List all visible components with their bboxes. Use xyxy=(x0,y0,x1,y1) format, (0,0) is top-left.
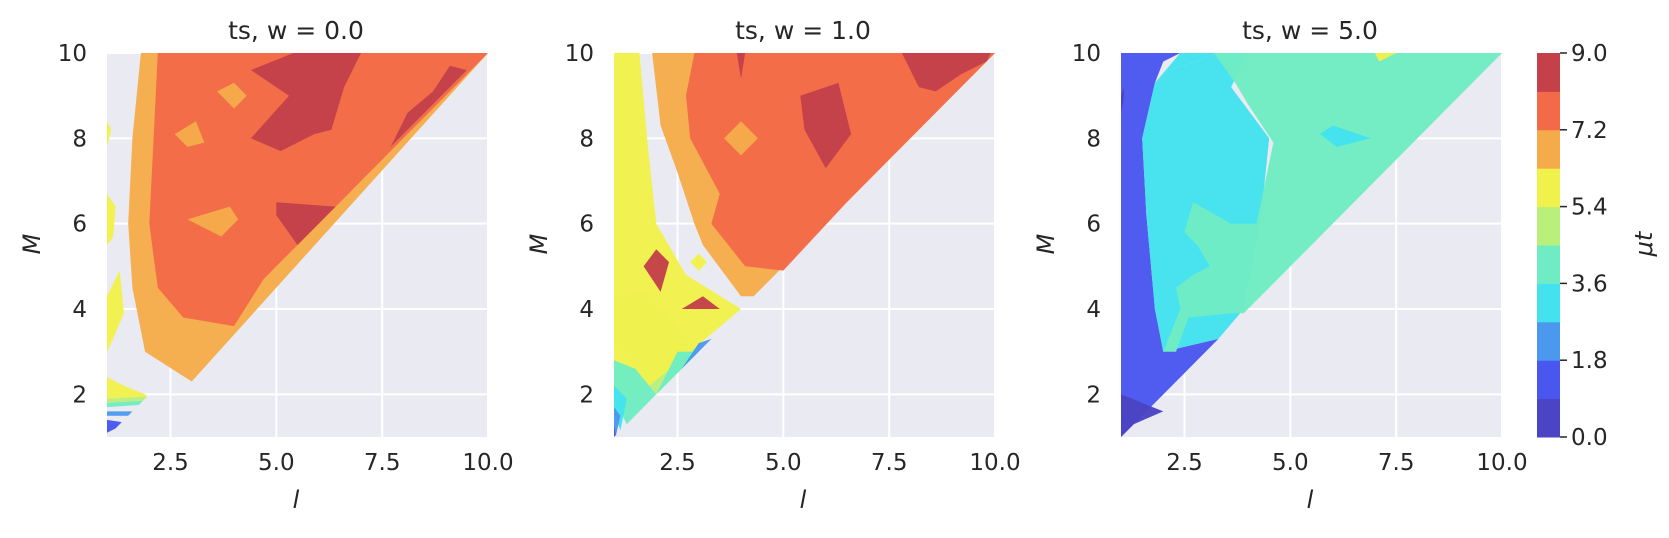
colorbar-tick-label: 1.8 xyxy=(1571,348,1608,374)
y-tick-label: 2 xyxy=(1086,382,1101,408)
subplot-title: ts, w = 5.0 xyxy=(1242,16,1378,45)
x-tick-label: 5.0 xyxy=(258,450,295,476)
contour-region xyxy=(107,121,112,147)
contour-region xyxy=(690,253,708,271)
x-tick-label: 2.5 xyxy=(659,450,696,476)
colorbar-tick-label: 7.2 xyxy=(1571,118,1608,144)
contour-region xyxy=(187,206,239,237)
contour-region xyxy=(217,82,247,109)
y-tick-label: 4 xyxy=(579,297,594,323)
y-tick-label: 10 xyxy=(565,41,594,67)
y-tick-label: 4 xyxy=(72,297,87,323)
contour-region xyxy=(1320,125,1371,147)
colorbar-tick-label: 5.4 xyxy=(1571,195,1608,221)
contour-region xyxy=(1375,53,1397,62)
contour-region xyxy=(1121,394,1164,437)
x-tick-label: 7.5 xyxy=(1378,450,1415,476)
y-tick-label: 8 xyxy=(1086,126,1101,152)
colorbar-segment xyxy=(1537,129,1560,169)
contour-region xyxy=(107,400,143,408)
colorbar-segment xyxy=(1537,91,1560,131)
contour-region xyxy=(107,193,116,245)
subplot-1: ts, w = 0.0 l M 2.5 5.0 7.5 10.0 2 4 6 8 10 xyxy=(18,16,514,514)
y-axis-label: M xyxy=(525,233,553,254)
x-tick-label: 2.5 xyxy=(152,450,189,476)
colorbar-label: μt xyxy=(1630,230,1658,257)
subplot-title: ts, w = 1.0 xyxy=(735,16,871,45)
colorbar-segment xyxy=(1537,245,1560,284)
contour-region xyxy=(681,296,720,309)
y-axis-label: M xyxy=(18,233,46,254)
contour-region xyxy=(681,338,712,369)
x-tick-label: 10.0 xyxy=(462,450,513,476)
contour-region xyxy=(1154,53,1219,83)
subplot-title: ts, w = 0.0 xyxy=(228,16,364,45)
contour-region xyxy=(800,82,852,169)
contour-regions xyxy=(614,53,995,437)
x-tick-label: 5.0 xyxy=(765,450,802,476)
contour-region xyxy=(614,407,621,435)
subplot-3: ts, w = 5.0 l M 2.5 5.0 7.5 10.0 2 4 6 8 10 xyxy=(1032,16,1528,514)
contour-region xyxy=(276,202,336,245)
colorbar-segment xyxy=(1537,398,1560,438)
contour-region xyxy=(686,53,995,271)
contour-region xyxy=(1121,53,1219,437)
contour-region xyxy=(390,65,467,147)
contour-region xyxy=(614,424,617,437)
contour-region xyxy=(250,53,361,152)
contour-region xyxy=(107,377,148,399)
x-tick-label: 7.5 xyxy=(871,450,908,476)
contour-region xyxy=(1121,87,1125,113)
colorbar-tick-label: 3.6 xyxy=(1571,271,1608,297)
contour-region xyxy=(1163,53,1502,352)
colorbar-segment xyxy=(1537,53,1560,92)
y-tick-label: 10 xyxy=(1072,41,1101,67)
colorbar: μt 0.0 1.8 3.6 5.4 7.2 9.0 xyxy=(1537,41,1658,451)
contour-regions xyxy=(107,53,489,433)
colorbar-segment xyxy=(1537,283,1560,323)
contour-region xyxy=(736,53,746,79)
x-axis-label: l xyxy=(800,486,807,514)
contour-region xyxy=(656,351,699,395)
contour-region xyxy=(724,121,758,156)
contour-region xyxy=(901,53,991,92)
y-tick-label: 6 xyxy=(579,212,594,238)
colorbar-segment xyxy=(1537,360,1560,400)
contour-region xyxy=(643,249,669,292)
contour-region xyxy=(614,53,741,416)
y-tick-label: 4 xyxy=(1086,297,1101,323)
x-axis-label: l xyxy=(1307,486,1314,514)
colorbar-segment xyxy=(1537,206,1560,246)
colorbar-segment xyxy=(1537,321,1560,361)
contour-region xyxy=(107,419,122,433)
x-tick-label: 5.0 xyxy=(1272,450,1309,476)
x-tick-label: 10.0 xyxy=(969,450,1020,476)
y-tick-label: 6 xyxy=(1086,212,1101,238)
colorbar-tick-label: 0.0 xyxy=(1571,425,1608,451)
x-tick-label: 7.5 xyxy=(364,450,401,476)
colorbar-tick-label: 9.0 xyxy=(1571,41,1608,67)
contour-region xyxy=(107,411,133,416)
x-axis-label: l xyxy=(293,486,300,514)
y-axis-label: M xyxy=(1032,233,1060,254)
contour-region xyxy=(107,270,124,352)
x-tick-label: 10.0 xyxy=(1476,450,1527,476)
contour-region xyxy=(107,396,148,403)
y-tick-label: 8 xyxy=(579,126,594,152)
y-tick-label: 8 xyxy=(72,126,87,152)
contour-region xyxy=(174,121,205,147)
x-tick-label: 2.5 xyxy=(1166,450,1203,476)
contour-region xyxy=(149,53,489,327)
subplot-2: ts, w = 1.0 l M 2.5 5.0 7.5 10.0 2 4 6 8 10 xyxy=(525,16,1021,514)
y-tick-label: 2 xyxy=(579,382,594,408)
colorbar-segment xyxy=(1537,168,1560,208)
y-tick-label: 2 xyxy=(72,382,87,408)
contour-regions xyxy=(1121,53,1502,437)
y-tick-label: 6 xyxy=(72,212,87,238)
y-tick-label: 10 xyxy=(58,41,87,67)
